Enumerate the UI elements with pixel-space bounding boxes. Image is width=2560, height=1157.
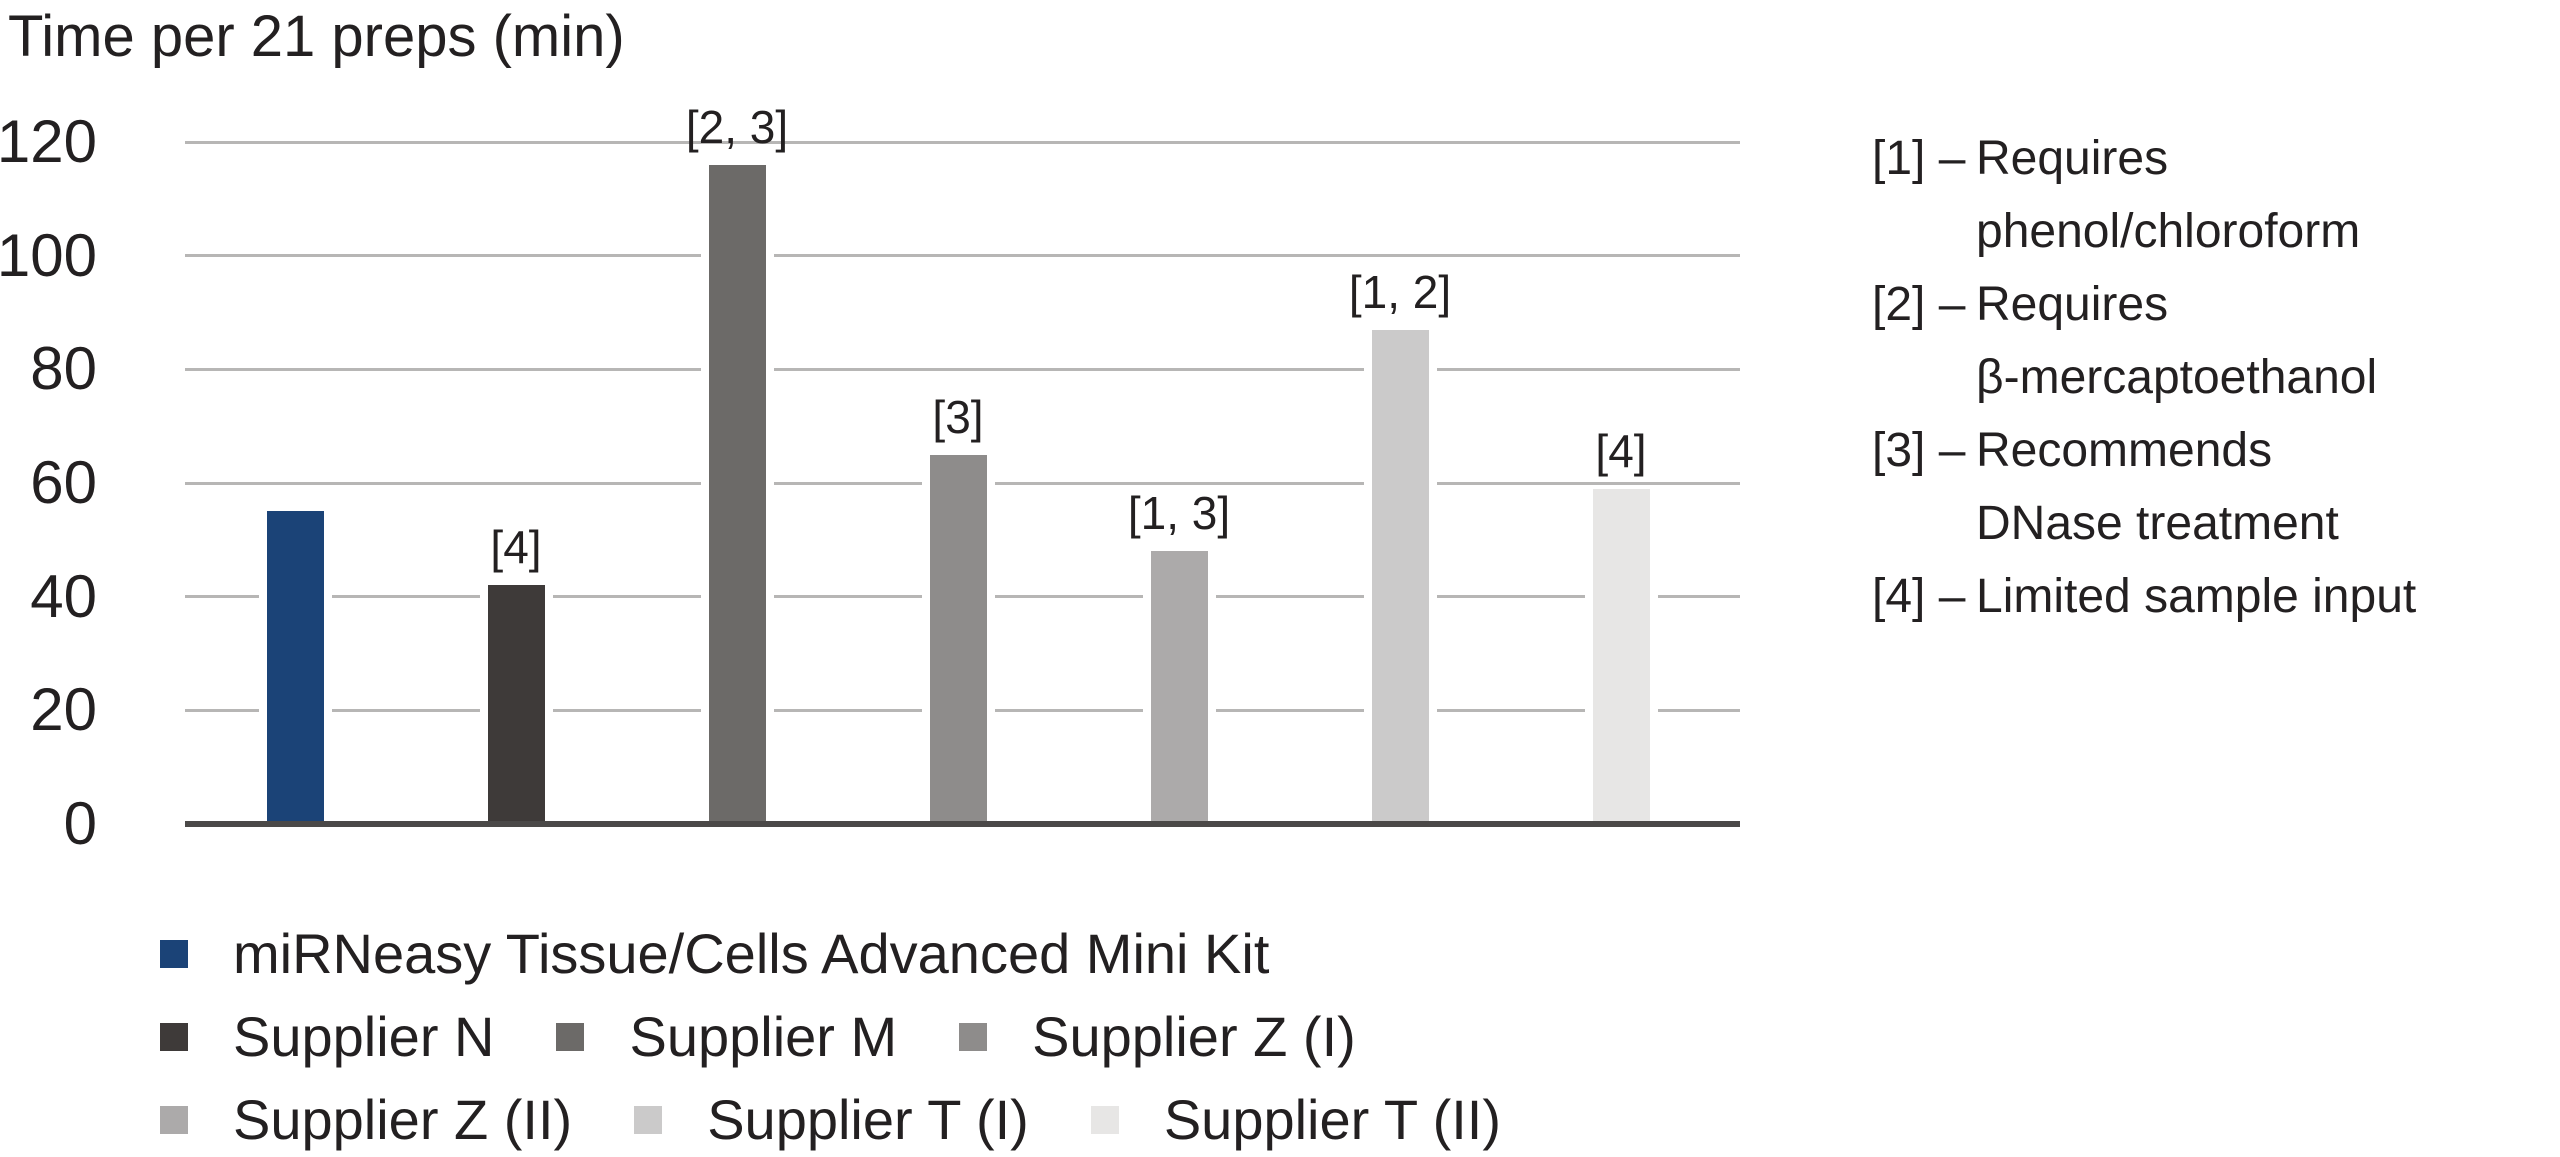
legend-swatch-supplier-n: [160, 1023, 188, 1051]
y-tick-label-40: 40: [30, 562, 97, 630]
note-text-1: Requires phenol/chloroform: [1976, 122, 2532, 268]
legend-label-mirneasy-tissue-cells-advanced-mini-kit: miRNeasy Tissue/Cells Advanced Mini Kit: [233, 922, 1270, 985]
note-item-3: [3] – Recommends DNase treatment: [1872, 414, 2532, 560]
gridline-100: [185, 254, 1740, 258]
legend-item-supplier-z-ii: Supplier Z (II): [160, 1087, 572, 1153]
legend-label-supplier-z-ii: Supplier Z (II): [233, 1088, 573, 1151]
bar-supplier-z-ii: [1142, 551, 1216, 824]
bar-annotation-supplier-n: [4]: [490, 521, 542, 574]
note-text-2: Requires β-mercaptoethanol: [1976, 268, 2532, 414]
x-axis-line: [185, 821, 1740, 827]
legend-swatch-supplier-m: [556, 1023, 585, 1051]
legend-item-mirneasy-tissue-cells-advanced-mini-kit: miRNeasy Tissue/Cells Advanced Mini Kit: [160, 921, 1269, 987]
note-line: Requires: [1976, 132, 2169, 185]
note-marker-2: [2] –: [1872, 278, 1966, 331]
bar-supplier-n: [479, 585, 553, 824]
y-tick-label-60: 60: [30, 449, 97, 516]
legend-label-supplier-t-ii: Supplier T (II): [1163, 1088, 1502, 1151]
footnotes: [1] – Requires phenol/chloroform [2] – Requi…: [1872, 122, 2532, 633]
legend-swatch-supplier-z-ii: [160, 1106, 188, 1134]
note-item-2: [2] – Requires β-mercaptoethanol: [1872, 268, 2532, 414]
note-line: DNase treatment: [1976, 497, 2339, 550]
legend-item-supplier-t-ii: Supplier T (II): [1090, 1087, 1502, 1153]
bar-annotation-supplier-z-ii: [1, 3]: [1127, 487, 1231, 540]
legend: miRNeasy Tissue/Cells Advanced Mini Kit S…: [160, 921, 1501, 1153]
legend-swatch-supplier-t-i: [634, 1106, 663, 1134]
gridline-80: [185, 367, 1740, 371]
note-marker-4: [4] –: [1872, 570, 1966, 623]
note-item-1: [1] – Requires phenol/chloroform: [1872, 122, 2532, 268]
note-line: β-mercaptoethanol: [1976, 351, 2378, 404]
bar-supplier-t-i: [1363, 329, 1437, 824]
y-tick-label-120: 120: [0, 108, 97, 175]
y-tick-label-80: 80: [30, 335, 97, 403]
bar-annotation-supplier-m: [2, 3]: [685, 100, 789, 153]
y-tick-label-20: 20: [30, 676, 97, 744]
legend-item-supplier-z-i: Supplier Z (I): [959, 1004, 1356, 1070]
legend-row-1: miRNeasy Tissue/Cells Advanced Mini Kit: [160, 921, 1501, 987]
note-line: Requires: [1976, 278, 2169, 331]
legend-label-supplier-m: Supplier M: [629, 1005, 898, 1068]
y-tick-label-0: 0: [63, 790, 97, 857]
note-text-3: Recommends DNase treatment: [1976, 414, 2532, 560]
y-tick-label-100: 100: [0, 221, 97, 289]
legend-label-supplier-z-i: Supplier Z (I): [1032, 1005, 1356, 1068]
bar-annotation-supplier-t-i: [1, 2]: [1348, 265, 1452, 318]
legend-swatch-supplier-t-ii: [1090, 1106, 1119, 1134]
note-marker-1: [1] –: [1872, 132, 1966, 185]
bar-mirneasy-tissue-cells-advanced-mini-kit: [258, 511, 332, 824]
legend-row-2: Supplier N Supplier M Supplier Z (I): [160, 1004, 1501, 1070]
chart-title: Time per 21 preps (min): [8, 4, 625, 69]
bar-annotation-supplier-t-ii: [4]: [1595, 424, 1647, 477]
legend-swatch-mirneasy-tissue-cells-advanced-mini-kit: [160, 940, 188, 968]
bar-supplier-z-i: [921, 454, 995, 824]
legend-label-supplier-t-i: Supplier T (I): [707, 1088, 1029, 1151]
bar-annotation-supplier-z-i: [3]: [932, 390, 984, 443]
legend-row-3: Supplier Z (II) Supplier T (I) Supplier T …: [160, 1087, 1501, 1153]
gridline-120: [185, 140, 1740, 144]
note-item-4: [4] – Limited sample input: [1872, 560, 2532, 633]
legend-swatch-supplier-z-i: [959, 1023, 988, 1051]
note-line: Recommends: [1976, 424, 2273, 477]
note-line: Limited sample input: [1976, 570, 2417, 623]
bar-supplier-t-ii: [1584, 488, 1658, 824]
legend-item-supplier-m: Supplier M: [556, 1004, 897, 1070]
legend-item-supplier-n: Supplier N: [160, 1004, 494, 1070]
legend-item-supplier-t-i: Supplier T (I): [634, 1087, 1029, 1153]
note-marker-3: [3] –: [1872, 424, 1966, 477]
note-line: phenol/chloroform: [1976, 205, 2361, 258]
note-text-4: Limited sample input: [1976, 560, 2532, 633]
legend-label-supplier-n: Supplier N: [233, 1005, 495, 1068]
bar-supplier-m: [700, 164, 774, 824]
